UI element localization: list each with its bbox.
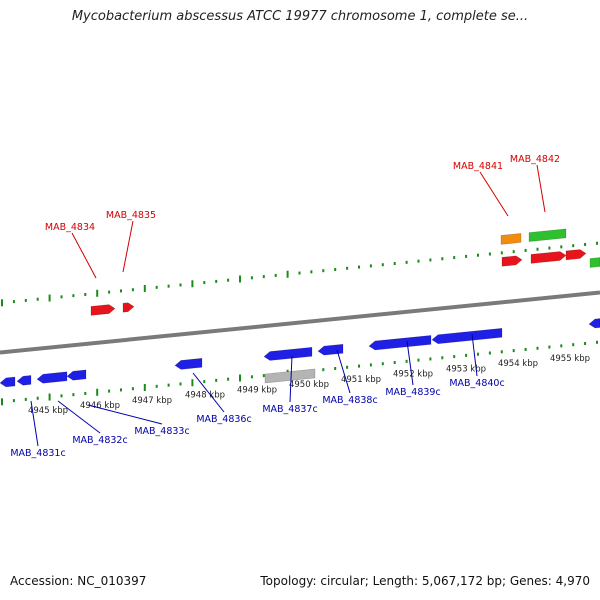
reverse-gene-label: MAB_4832c — [72, 435, 127, 446]
reverse-gene-arrow — [174, 357, 203, 370]
reverse-gene-arrow — [317, 343, 344, 356]
forward-gene-arrow — [530, 251, 567, 264]
reverse-gene-arrow — [66, 369, 87, 381]
reverse-gene-leader — [336, 349, 351, 394]
reverse-gene-leader — [30, 400, 39, 447]
kbp-label: 4946 kbp — [80, 401, 120, 411]
reverse-gene-label: MAB_4833c — [134, 426, 189, 437]
reverse-gene-leader — [471, 333, 478, 377]
reverse-gene-leader — [289, 355, 293, 403]
reverse-gene-label: MAB_4838c — [322, 395, 377, 406]
pseudo-gene-box — [264, 368, 316, 384]
forward-gene-arrow — [122, 302, 135, 313]
reverse-gene-leader — [192, 372, 225, 413]
kbp-label: 4953 kbp — [446, 364, 486, 374]
forward-gene-leader — [536, 164, 546, 213]
forward-gene-label: MAB_4841 — [453, 161, 503, 172]
kbp-label: 4950 kbp — [289, 380, 329, 390]
forward-gene-arrow — [501, 255, 523, 267]
kbp-label: 4952 kbp — [393, 370, 433, 380]
reverse-gene-label: MAB_4836c — [196, 414, 251, 425]
forward-gene-label: MAB_4842 — [510, 154, 560, 165]
accession-label: Accession: NC_010397 — [10, 574, 147, 588]
reverse-gene-arrow — [368, 335, 432, 351]
map-title: Mycobacterium abscessus ATCC 19977 chrom… — [71, 9, 529, 24]
reverse-gene-arrow — [431, 327, 503, 345]
forward-gene-arrow — [90, 304, 116, 316]
other-gene-box — [500, 233, 522, 245]
reverse-gene-arrow — [263, 346, 313, 361]
forward-gene-arrow — [565, 249, 587, 261]
reverse-gene-label: MAB_4831c — [10, 448, 65, 459]
forward-gene-label: MAB_4834 — [45, 222, 95, 233]
kbp-label: 4955 kbp — [550, 354, 590, 364]
forward-gene-leader — [71, 232, 97, 279]
forward-gene-leader — [122, 220, 134, 273]
kbp-label: 4951 kbp — [341, 375, 381, 385]
kbp-label: 4948 kbp — [185, 391, 225, 401]
reverse-gene-leader — [406, 340, 414, 386]
sequence-summary: Topology: circular; Length: 5,067,172 bp… — [260, 574, 590, 588]
kbp-label: 4945 kbp — [28, 406, 68, 416]
rna-gene-box — [589, 257, 600, 268]
reverse-gene-label: MAB_4840c — [449, 378, 504, 389]
kbp-label: 4954 kbp — [498, 359, 538, 369]
reverse-gene-label: MAB_4839c — [385, 387, 440, 398]
rna-gene-box — [528, 228, 567, 242]
reverse-gene-label: MAB_4837c — [262, 404, 317, 415]
forward-gene-label: MAB_4835 — [106, 210, 156, 221]
chromosome-backbone — [0, 290, 600, 355]
kbp-label: 4947 kbp — [132, 396, 172, 406]
forward-gene-leader — [479, 171, 509, 217]
reverse-gene-arrow — [36, 371, 68, 384]
kbp-label: 4949 kbp — [237, 385, 277, 395]
reverse-gene-arrow — [0, 376, 16, 388]
reverse-gene-arrow — [588, 318, 600, 329]
reverse-gene-arrow — [16, 375, 32, 386]
reverse-gene-leader — [87, 404, 163, 425]
reverse-gene-leader — [57, 400, 101, 434]
